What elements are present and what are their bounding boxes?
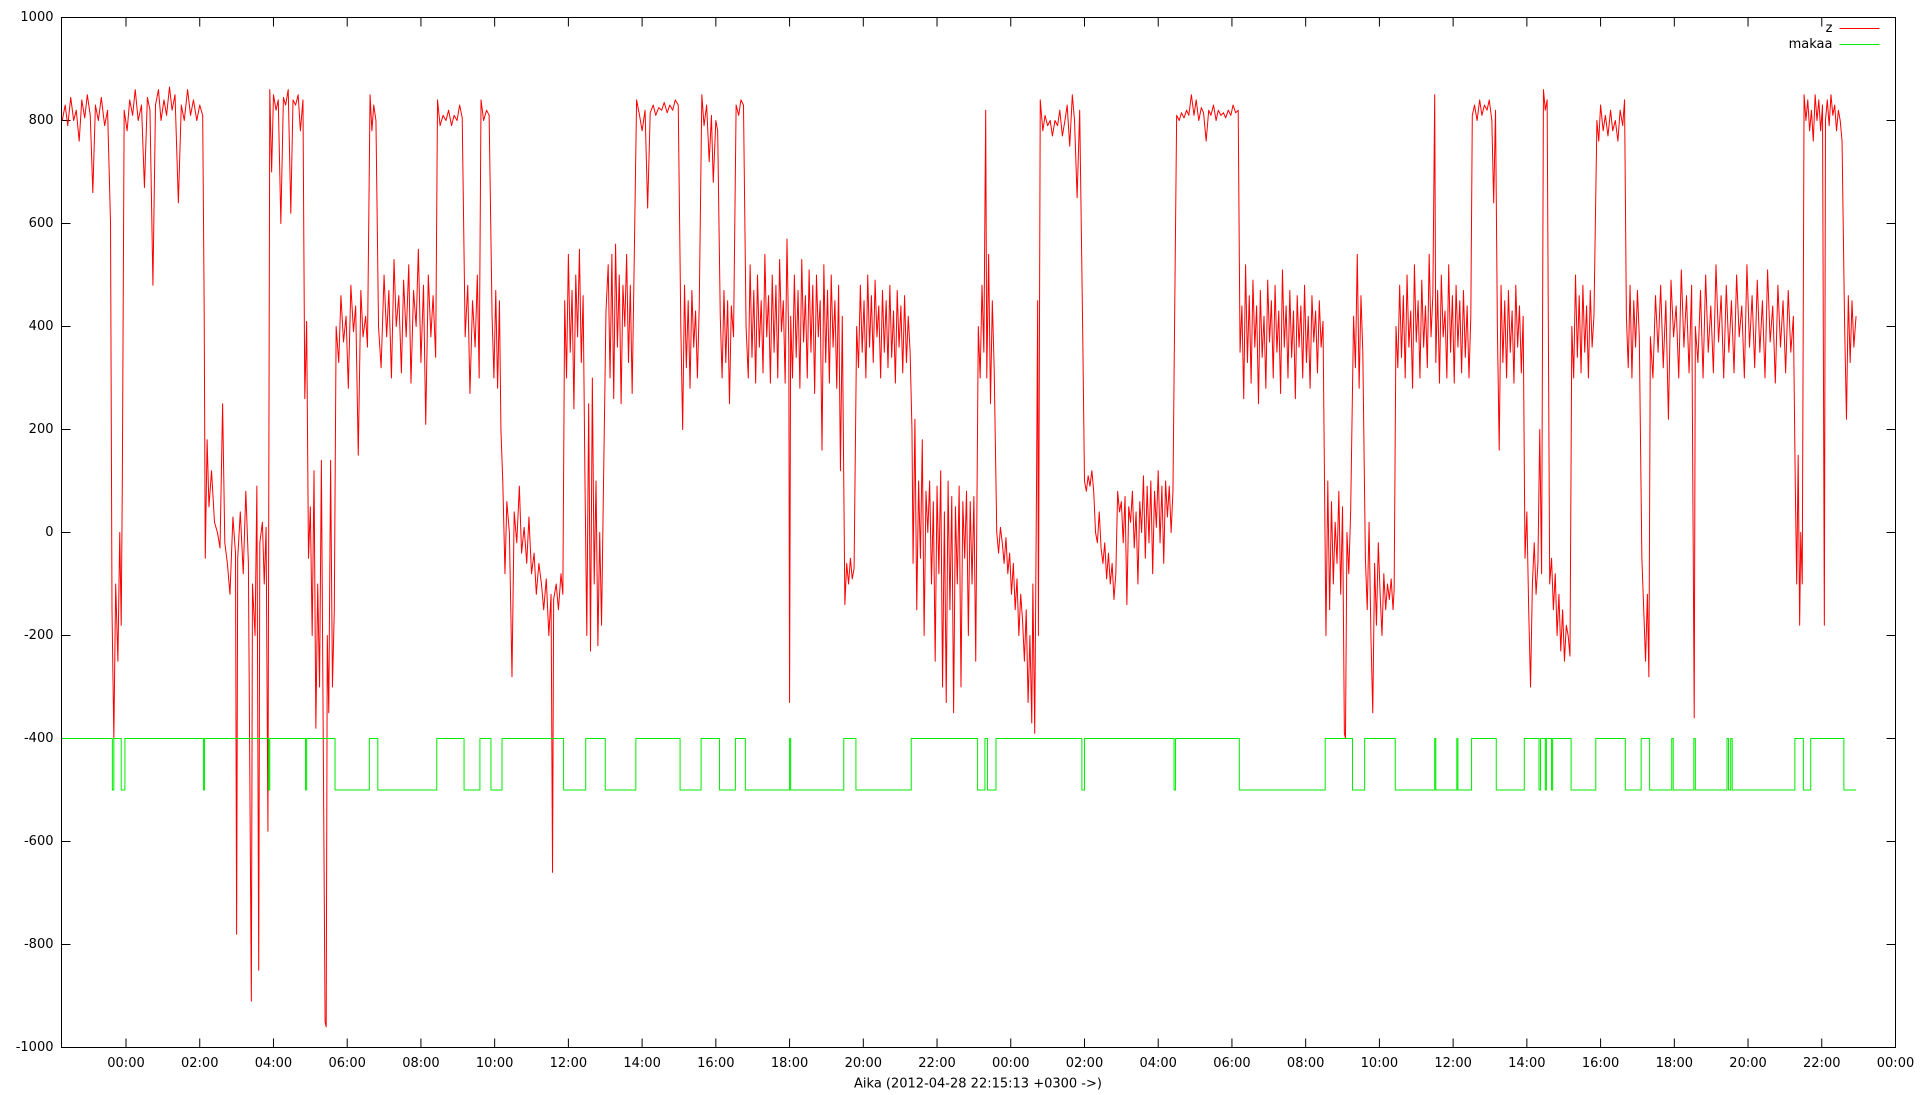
y-tick-label: -800 xyxy=(24,937,54,952)
plot-frame xyxy=(61,17,1896,1048)
y-tick-label: -200 xyxy=(24,628,54,643)
x-tick-label: 04:00 xyxy=(255,1056,292,1071)
x-tick-label: 22:00 xyxy=(918,1056,955,1071)
y-tick-label: -1000 xyxy=(16,1040,54,1055)
x-tick-label: 00:00 xyxy=(107,1056,144,1071)
x-tick-label: 06:00 xyxy=(1213,1056,1250,1071)
y-tick-label: 200 xyxy=(29,422,54,437)
legend-label: makaa xyxy=(1789,37,1833,52)
x-tick-label: 08:00 xyxy=(1287,1056,1324,1071)
x-tick-label: 02:00 xyxy=(1066,1056,1103,1071)
x-tick-label: 10:00 xyxy=(476,1056,513,1071)
y-tick-label: -400 xyxy=(24,731,54,746)
x-tick-label: 08:00 xyxy=(402,1056,439,1071)
y-tick-label: 1000 xyxy=(20,10,53,25)
x-tick-label: 18:00 xyxy=(1656,1056,1693,1071)
x-tick-label: 14:00 xyxy=(623,1056,660,1071)
x-tick-label: 22:00 xyxy=(1803,1056,1840,1071)
x-tick-label: 14:00 xyxy=(1508,1056,1545,1071)
data-line xyxy=(61,86,1857,1028)
y-tick-label: -600 xyxy=(24,834,54,849)
x-tick-label: 12:00 xyxy=(1434,1056,1471,1071)
x-tick-label: 20:00 xyxy=(1729,1056,1766,1071)
x-tick-label: 00:00 xyxy=(1877,1056,1914,1071)
x-tick-label: 12:00 xyxy=(550,1056,587,1071)
x-axis-label: Aika (2012-04-28 22:15:13 +0300 ->) xyxy=(854,1077,1102,1092)
x-tick-label: 06:00 xyxy=(328,1056,365,1071)
y-tick-label: 400 xyxy=(29,319,54,334)
y-tick-label: 0 xyxy=(45,525,53,540)
x-tick-label: 02:00 xyxy=(181,1056,218,1071)
x-tick-label: 04:00 xyxy=(1139,1056,1176,1071)
legend-label: z xyxy=(1826,21,1833,36)
step-line xyxy=(62,738,1857,791)
x-tick-label: 10:00 xyxy=(1361,1056,1398,1071)
x-tick-label: 00:00 xyxy=(992,1056,1029,1071)
x-tick-label: 20:00 xyxy=(845,1056,882,1071)
x-tick-label: 16:00 xyxy=(697,1056,734,1071)
x-tick-label: 18:00 xyxy=(771,1056,808,1071)
y-tick-label: 800 xyxy=(29,113,54,128)
x-tick-label: 16:00 xyxy=(1582,1056,1619,1071)
y-tick-label: 600 xyxy=(29,216,54,231)
